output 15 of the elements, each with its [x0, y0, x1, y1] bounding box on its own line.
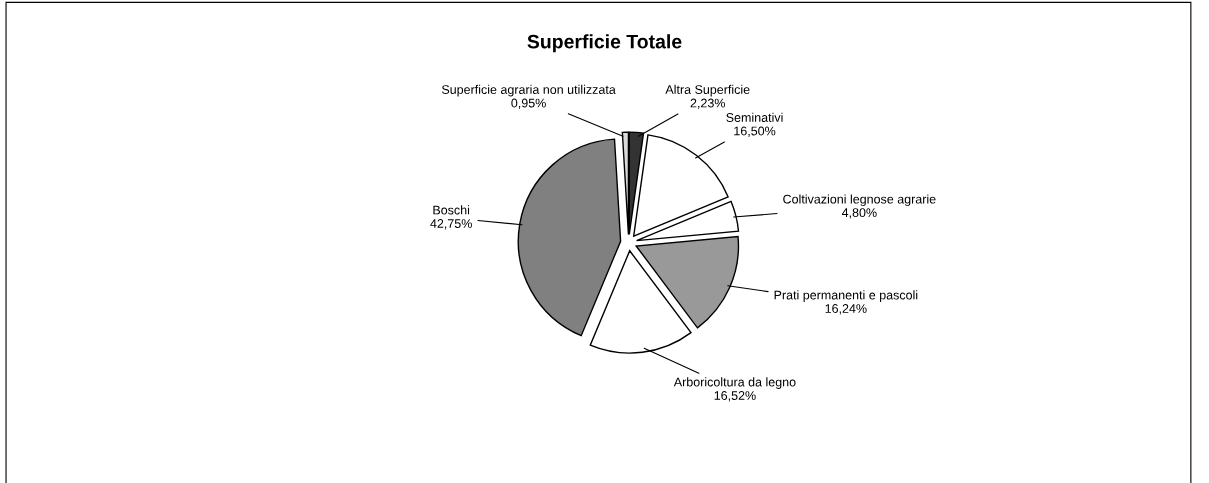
data-label: 16,52%	[714, 391, 756, 402]
slice-label: Seminativi	[726, 112, 783, 122]
data-label: 4,80%	[841, 208, 877, 219]
slice-label: Prati permanenti e pascoli	[774, 290, 918, 302]
data-label: 0,95%	[511, 98, 546, 109]
slice-label: Boschi	[433, 205, 470, 215]
data-label: 42,75%	[430, 219, 472, 230]
slice-label: Altra Superficie	[665, 84, 750, 97]
slice-label: Superficie agraria non utilizzata	[441, 84, 616, 97]
slice-label: Coltivazioni legnose agrarie	[783, 194, 936, 207]
data-label: 16,24%	[825, 304, 867, 315]
chart-title: Superficie Totale	[527, 34, 682, 53]
data-label: 16,50%	[734, 126, 776, 137]
data-label: 2,23%	[690, 98, 726, 109]
slice-label: Arboricoltura da legno	[673, 377, 796, 389]
